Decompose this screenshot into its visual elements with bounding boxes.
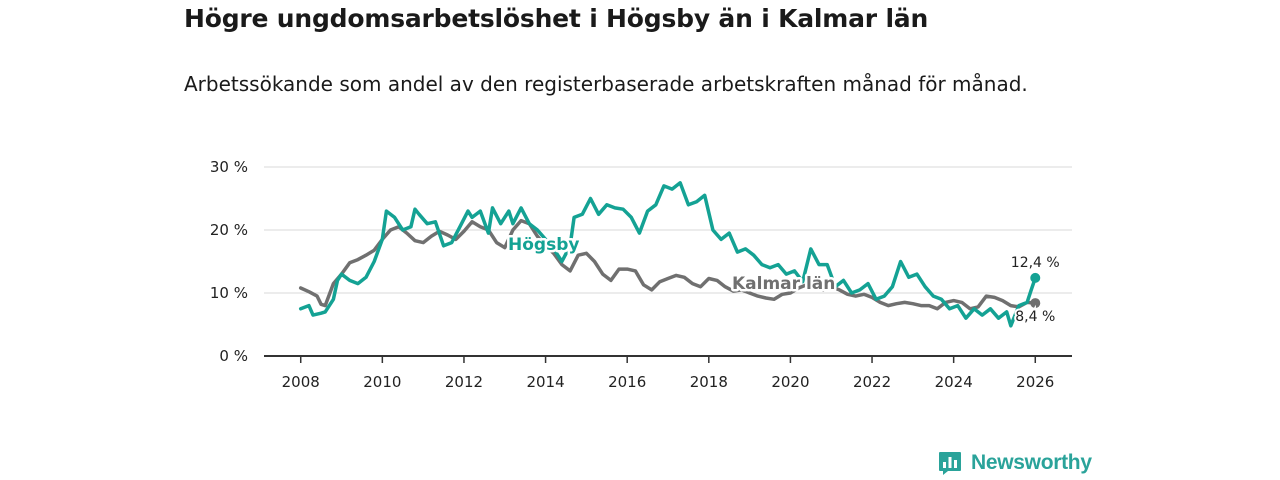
series-lines bbox=[298, 181, 1041, 328]
x-tick-label: 2026 bbox=[1016, 373, 1054, 391]
chart-title: Högre ungdomsarbetslöshet i Högsby än i … bbox=[184, 4, 929, 33]
series-label-kalmar: Kalmar län bbox=[732, 274, 835, 294]
series-line-hogsby bbox=[298, 181, 1038, 328]
series-label-hogsby: Högsby bbox=[508, 235, 579, 255]
end-point-hogsby bbox=[1030, 272, 1041, 283]
end-point-kalmar bbox=[1030, 298, 1041, 309]
x-tick-label: 2014 bbox=[526, 373, 564, 391]
series-line-kalmar bbox=[298, 218, 1038, 311]
chart-subtitle: Arbetssökande som andel av den registerb… bbox=[184, 72, 1028, 96]
y-axis-ticks: 0 % 10 % 20 % 30 % bbox=[210, 158, 248, 365]
end-label-kalmar: 8,4 % bbox=[1015, 309, 1055, 325]
x-tick-label: 2018 bbox=[690, 373, 728, 391]
x-tick-label: 2016 bbox=[608, 373, 646, 391]
end-label-hogsby: 12,4 % bbox=[1011, 255, 1060, 271]
y-tick-label: 30 % bbox=[210, 158, 248, 176]
x-tick-label: 2024 bbox=[935, 373, 973, 391]
x-tick-label: 2010 bbox=[363, 373, 401, 391]
brand-name: Newsworthy bbox=[971, 451, 1092, 474]
grid-lines bbox=[264, 166, 1072, 294]
y-tick-label: 10 % bbox=[210, 284, 248, 302]
x-tick-label: 2022 bbox=[853, 373, 891, 391]
newsworthy-logo[interactable]: Newsworthy bbox=[937, 449, 1092, 477]
x-axis: 2008 2010 2012 2014 2016 2018 2020 2022 2024 2026 bbox=[264, 355, 1072, 391]
x-tick-label: 2012 bbox=[445, 373, 483, 391]
series-labels: Högsby Kalmar län 12,4 % 8,4 % bbox=[506, 233, 1062, 328]
bar-chart-speech-icon bbox=[939, 452, 961, 475]
x-tick-label: 2008 bbox=[282, 373, 320, 391]
y-tick-label: 0 % bbox=[219, 347, 248, 365]
x-tick-label: 2020 bbox=[771, 373, 809, 391]
y-tick-label: 20 % bbox=[210, 221, 248, 239]
